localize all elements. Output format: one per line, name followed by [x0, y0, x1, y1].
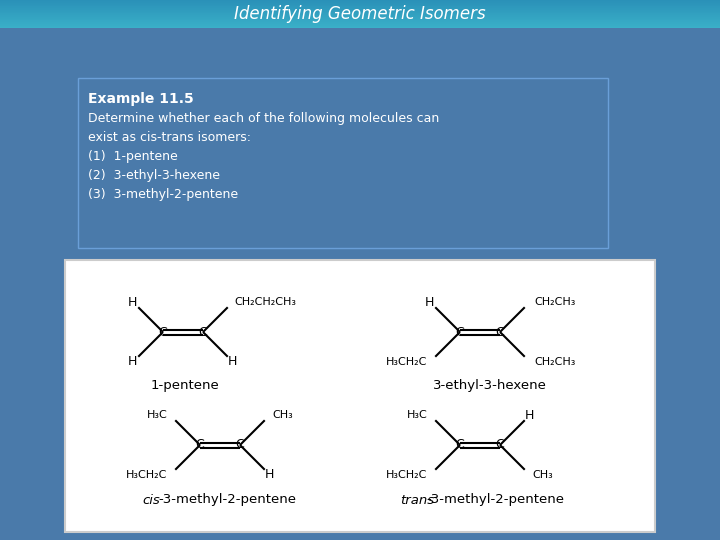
Text: C: C [235, 438, 244, 451]
Text: C: C [199, 326, 207, 339]
Text: CH₂CH₃: CH₂CH₃ [534, 297, 575, 307]
Text: CH₂CH₂CH₃: CH₂CH₂CH₃ [235, 297, 297, 307]
Text: H₃C: H₃C [146, 410, 167, 420]
Text: Determine whether each of the following molecules can: Determine whether each of the following … [88, 112, 439, 125]
FancyBboxPatch shape [0, 21, 720, 22]
FancyBboxPatch shape [0, 20, 720, 21]
Text: H₃CH₂C: H₃CH₂C [386, 470, 427, 480]
FancyBboxPatch shape [0, 14, 720, 15]
FancyBboxPatch shape [0, 12, 720, 13]
FancyBboxPatch shape [0, 11, 720, 12]
Text: H: H [265, 468, 274, 481]
Text: -3-methyl-2-pentene: -3-methyl-2-pentene [426, 494, 564, 507]
FancyBboxPatch shape [0, 4, 720, 5]
FancyBboxPatch shape [65, 260, 655, 532]
Text: H: H [127, 296, 137, 309]
Text: trans: trans [400, 494, 434, 507]
Text: H: H [127, 355, 137, 368]
FancyBboxPatch shape [78, 78, 608, 248]
Text: C: C [495, 326, 505, 339]
Text: -3-methyl-2-pentene: -3-methyl-2-pentene [158, 494, 296, 507]
FancyBboxPatch shape [0, 9, 720, 10]
FancyBboxPatch shape [0, 17, 720, 18]
Text: (3)  3-methyl-2-pentene: (3) 3-methyl-2-pentene [88, 188, 238, 201]
Text: Identifying Geometric Isomers: Identifying Geometric Isomers [234, 5, 486, 23]
Text: CH₂CH₃: CH₂CH₃ [534, 357, 575, 367]
FancyBboxPatch shape [0, 28, 720, 540]
FancyBboxPatch shape [0, 5, 720, 6]
Text: Example 11.5: Example 11.5 [88, 92, 194, 106]
FancyBboxPatch shape [0, 22, 720, 23]
FancyBboxPatch shape [0, 1, 720, 2]
Text: CH₃: CH₃ [272, 410, 293, 420]
Text: H: H [425, 296, 434, 309]
Text: exist as cis-trans isomers:: exist as cis-trans isomers: [88, 131, 251, 144]
Text: H₃CH₂C: H₃CH₂C [386, 357, 427, 367]
FancyBboxPatch shape [0, 7, 720, 8]
Text: (1)  1-pentene: (1) 1-pentene [88, 150, 178, 163]
FancyBboxPatch shape [0, 23, 720, 24]
FancyBboxPatch shape [0, 6, 720, 7]
FancyBboxPatch shape [0, 15, 720, 16]
FancyBboxPatch shape [0, 27, 720, 28]
FancyBboxPatch shape [0, 0, 720, 1]
FancyBboxPatch shape [0, 24, 720, 25]
Text: H: H [525, 409, 534, 422]
Text: cis: cis [142, 494, 160, 507]
Text: H₃C: H₃C [407, 410, 427, 420]
Text: C: C [158, 326, 167, 339]
Text: 3-ethyl-3-hexene: 3-ethyl-3-hexene [433, 379, 547, 392]
FancyBboxPatch shape [0, 3, 720, 4]
FancyBboxPatch shape [0, 8, 720, 9]
Text: C: C [456, 438, 464, 451]
Text: 1-pentene: 1-pentene [150, 379, 220, 392]
FancyBboxPatch shape [0, 26, 720, 27]
FancyBboxPatch shape [0, 25, 720, 26]
Text: C: C [196, 438, 204, 451]
Text: H: H [228, 355, 238, 368]
FancyBboxPatch shape [0, 18, 720, 19]
Text: C: C [456, 326, 464, 339]
Text: (2)  3-ethyl-3-hexene: (2) 3-ethyl-3-hexene [88, 169, 220, 182]
FancyBboxPatch shape [0, 10, 720, 11]
FancyBboxPatch shape [0, 16, 720, 17]
Text: H₃CH₂C: H₃CH₂C [126, 470, 167, 480]
FancyBboxPatch shape [0, 2, 720, 3]
FancyBboxPatch shape [0, 13, 720, 14]
Text: CH₃: CH₃ [532, 470, 553, 480]
FancyBboxPatch shape [0, 19, 720, 20]
Text: C: C [495, 438, 505, 451]
